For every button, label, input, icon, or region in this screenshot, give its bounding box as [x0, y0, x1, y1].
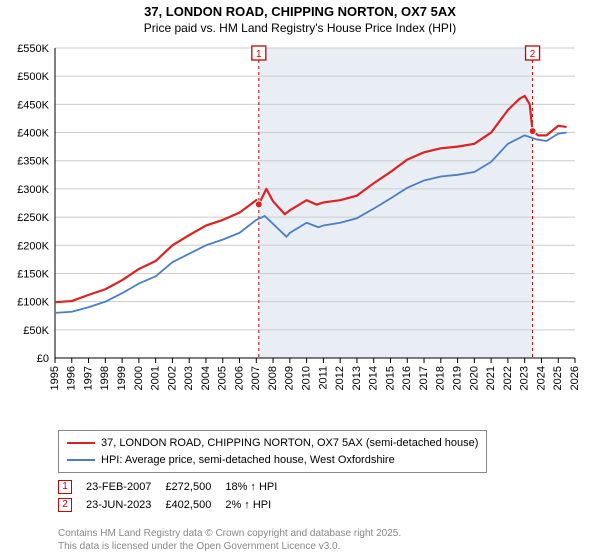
svg-text:2001: 2001	[150, 366, 162, 390]
svg-text:2: 2	[530, 49, 536, 60]
svg-text:£500K: £500K	[17, 71, 49, 83]
legend-swatch-property	[67, 442, 95, 444]
event-marker-1: 1	[58, 480, 72, 494]
title-line2: Price paid vs. HM Land Registry's House …	[0, 21, 600, 37]
svg-text:1998: 1998	[99, 366, 111, 390]
attribution-line2: This data is licensed under the Open Gov…	[58, 541, 401, 554]
svg-text:2014: 2014	[368, 366, 380, 390]
svg-text:2022: 2022	[502, 366, 514, 390]
svg-text:£300K: £300K	[17, 184, 49, 196]
svg-text:£550K: £550K	[17, 43, 49, 55]
svg-text:£450K: £450K	[17, 99, 49, 111]
svg-text:2018: 2018	[435, 366, 447, 390]
event-delta-2: 2% ↑ HPI	[225, 496, 291, 514]
attribution: Contains HM Land Registry data © Crown c…	[58, 528, 401, 553]
svg-text:£400K: £400K	[17, 128, 49, 140]
svg-text:2011: 2011	[317, 366, 329, 390]
event-price-1: £272,500	[165, 478, 225, 496]
svg-text:2020: 2020	[468, 366, 480, 390]
svg-text:2003: 2003	[183, 366, 195, 390]
chart-title-block: 37, LONDON ROAD, CHIPPING NORTON, OX7 5A…	[0, 0, 600, 36]
event-row-2: 2 23-JUN-2023 £402,500 2% ↑ HPI	[58, 496, 291, 514]
svg-text:2015: 2015	[384, 366, 396, 390]
svg-text:2012: 2012	[334, 366, 346, 390]
svg-text:2017: 2017	[418, 366, 430, 390]
legend-row-hpi: HPI: Average price, semi-detached house,…	[67, 452, 478, 469]
event-price-2: £402,500	[165, 496, 225, 514]
svg-text:1: 1	[256, 49, 262, 60]
legend-swatch-hpi	[67, 459, 95, 461]
svg-text:2005: 2005	[217, 366, 229, 390]
svg-text:2019: 2019	[451, 366, 463, 390]
chart-svg: £0 £50K £100K £150K £200K £250K £300K £350K £400…	[0, 40, 600, 430]
event-delta-1: 18% ↑ HPI	[225, 478, 291, 496]
svg-text:£250K: £250K	[17, 212, 49, 224]
svg-text:2016: 2016	[401, 366, 413, 390]
svg-text:£50K: £50K	[23, 325, 49, 337]
svg-text:£350K: £350K	[17, 156, 49, 168]
svg-text:2008: 2008	[267, 366, 279, 390]
svg-text:1999: 1999	[116, 366, 128, 390]
svg-text:2026: 2026	[569, 366, 581, 390]
svg-text:2024: 2024	[535, 366, 547, 390]
svg-text:1997: 1997	[82, 366, 94, 390]
svg-text:2002: 2002	[166, 366, 178, 390]
svg-text:2025: 2025	[552, 366, 564, 390]
event-date-2: 23-JUN-2023	[86, 496, 165, 514]
legend-label-property: 37, LONDON ROAD, CHIPPING NORTON, OX7 5A…	[101, 435, 478, 452]
svg-text:1996: 1996	[66, 366, 78, 390]
svg-text:2010: 2010	[301, 366, 313, 390]
svg-text:2007: 2007	[250, 366, 262, 390]
svg-text:1995: 1995	[49, 366, 61, 390]
legend-row-property: 37, LONDON ROAD, CHIPPING NORTON, OX7 5A…	[67, 435, 478, 452]
svg-text:£100K: £100K	[17, 297, 49, 309]
svg-text:2023: 2023	[519, 366, 531, 390]
event-row-1: 1 23-FEB-2007 £272,500 18% ↑ HPI	[58, 478, 291, 496]
chart-area: £0 £50K £100K £150K £200K £250K £300K £350K £400…	[0, 40, 600, 400]
svg-text:2021: 2021	[485, 366, 497, 390]
svg-text:£150K: £150K	[17, 268, 49, 280]
svg-text:2000: 2000	[133, 366, 145, 390]
events-table: 1 23-FEB-2007 £272,500 18% ↑ HPI 2 23-JU…	[58, 478, 291, 514]
legend-label-hpi: HPI: Average price, semi-detached house,…	[101, 452, 395, 469]
event-date-1: 23-FEB-2007	[86, 478, 165, 496]
title-line1: 37, LONDON ROAD, CHIPPING NORTON, OX7 5A…	[0, 4, 600, 21]
legend: 37, LONDON ROAD, CHIPPING NORTON, OX7 5A…	[58, 430, 487, 473]
svg-text:2006: 2006	[233, 366, 245, 390]
svg-text:2009: 2009	[284, 366, 296, 390]
svg-text:2013: 2013	[351, 366, 363, 390]
svg-text:£200K: £200K	[17, 240, 49, 252]
svg-text:2004: 2004	[200, 366, 212, 390]
svg-text:£0: £0	[37, 353, 49, 365]
event-marker-2: 2	[58, 498, 72, 512]
attribution-line1: Contains HM Land Registry data © Crown c…	[58, 528, 401, 541]
